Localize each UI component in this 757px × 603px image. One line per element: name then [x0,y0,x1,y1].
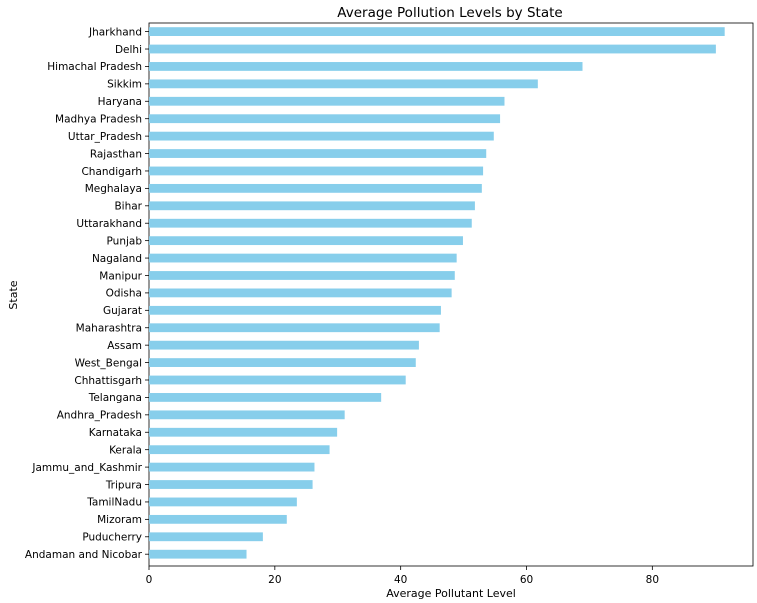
y-tick-label: Telangana [88,392,142,404]
bar-andaman-and-nicobar [149,549,247,559]
bar-manipur [149,271,455,280]
y-tick-label: Karnataka [89,427,142,439]
bar-meghalaya [149,183,482,193]
x-tick-label: 80 [646,574,659,586]
y-tick-label: Rajasthan [90,148,142,160]
bar-kerala [149,445,330,455]
bar-delhi [149,44,716,54]
bar-uttar-pradesh [149,131,494,141]
bar-odisha [149,288,452,298]
bar-karnataka [149,427,338,437]
y-tick-label: Punjab [107,235,143,247]
y-tick-label: TamilNadu [86,497,142,509]
bar-haryana [149,96,505,106]
x-tick-label: 20 [268,574,281,586]
y-tick-label: Odisha [106,288,142,300]
bar-mizoram [149,514,287,524]
x-tick-label: 40 [394,574,407,586]
y-tick-label: Mizoram [97,514,142,526]
bar-andhra-pradesh [149,410,345,420]
y-tick-label: Maharashtra [76,323,142,335]
y-tick-label: Himachal Pradesh [47,61,142,73]
chart-title: Average Pollution Levels by State [337,5,562,21]
bar-uttarakhand [149,218,472,228]
y-tick-label: Uttarakhand [76,218,142,230]
y-tick-label: Kerala [109,444,142,456]
y-tick-label: Chhattisgarh [74,375,142,387]
y-axis-ticks: Jharkhand Delhi Himachal Pradesh Sikkim Hary… [25,26,149,561]
bar-nagaland [149,253,457,263]
y-tick-label: Manipur [99,270,142,282]
y-tick-label: Madhya Pradesh [55,114,142,126]
y-tick-label: West_Bengal [75,357,142,369]
y-axis-label: State [7,280,20,309]
y-tick-label: Andhra_Pradesh [57,410,142,422]
y-tick-label: Bihar [114,201,142,213]
y-tick-label: Puducherry [82,532,142,544]
bar-chhattisgarh [149,375,406,385]
bar-west-bengal [149,358,416,367]
bar-madhya-pradesh [149,114,501,124]
y-tick-label: Delhi [115,44,142,56]
y-tick-label: Gujarat [103,305,142,317]
y-tick-label: Tripura [105,479,142,491]
bar-jharkhand [149,27,725,36]
bar-himachal-pradesh [149,62,583,71]
y-tick-label: Haryana [98,96,142,108]
y-tick-label: Chandigarh [81,166,142,178]
bar-tripura [149,480,313,489]
y-tick-label: Nagaland [92,253,142,265]
bar-punjab [149,236,463,246]
x-tick-label: 60 [520,574,533,586]
y-tick-label: Jharkhand [88,26,142,38]
bar-assam [149,340,419,350]
x-axis-ticks: 0 20 40 60 80 [146,566,659,586]
bar-telangana [149,393,382,402]
bar-maharashtra [149,323,440,333]
bar-gujarat [149,305,441,315]
bar-sikkim [149,79,538,89]
bar-tamilnadu [149,497,297,507]
y-tick-label: Andaman and Nicobar [25,549,143,561]
bars-group [149,27,725,559]
bar-rajasthan [149,149,487,158]
bar-chandigarh [149,166,484,176]
y-tick-label: Uttar_Pradesh [68,131,142,143]
y-tick-label: Sikkim [107,79,142,91]
bar-jammu-and-kashmir [149,462,315,472]
y-tick-label: Jammu_and_Kashmir [31,462,142,474]
y-tick-label: Assam [107,340,142,352]
bar-puducherry [149,532,263,542]
bar-bihar [149,201,475,211]
y-tick-label: Meghalaya [85,183,142,195]
x-axis-label: Average Pollutant Level [386,587,516,600]
x-tick-label: 0 [146,574,153,586]
